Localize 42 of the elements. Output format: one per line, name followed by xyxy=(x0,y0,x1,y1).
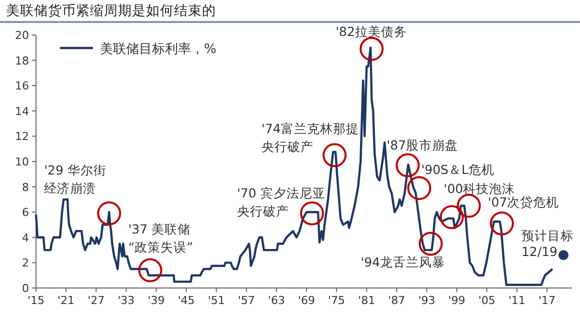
x-tick-label: '87 xyxy=(388,294,406,307)
chart-title: 美联储货币紧缩周期是如何结束的 xyxy=(6,3,216,19)
y-tick-label: 6 xyxy=(22,206,29,220)
y-tick-label: 0 xyxy=(22,282,29,295)
x-tick-label: '75 xyxy=(328,294,346,307)
y-tick-label: 16 xyxy=(15,80,29,93)
annotation: '90S＆L危机 xyxy=(421,162,494,178)
x-tick-label: '11 xyxy=(508,294,526,307)
x-tick-label: '51 xyxy=(208,294,225,307)
x-tick-label: '81 xyxy=(358,294,376,307)
annotation: '87股市崩盘 xyxy=(386,137,458,152)
annotation: '37 美联储“政策失误” xyxy=(128,221,194,254)
annotation: '07次贷危机 xyxy=(488,194,560,210)
x-tick-label: '05 xyxy=(478,294,496,307)
y-tick-label: 2 xyxy=(22,256,29,270)
annotation: '82拉美债务 xyxy=(336,24,407,39)
x-tick-label: '57 xyxy=(238,294,255,307)
y-tick-label: 12 xyxy=(15,130,29,144)
y-tick-label: 8 xyxy=(22,180,29,194)
y-tick-label: 14 xyxy=(15,104,29,118)
annotation: '00科技泡沫 xyxy=(444,180,516,196)
y-tick-label: 4 xyxy=(22,231,29,244)
x-tick-label: '69 xyxy=(298,294,316,307)
x-tick-label: '39 xyxy=(148,294,165,307)
annotation: '94龙舌兰风暴 xyxy=(360,254,446,270)
y-tick-label: 10 xyxy=(15,156,29,168)
x-tick-label: '99 xyxy=(448,294,466,307)
x-tick-label: '33 xyxy=(118,294,135,307)
annotation: 预计目标12/19 xyxy=(521,228,574,260)
x-tick-label: '17 xyxy=(538,294,556,307)
y-tick-label: 18 xyxy=(15,54,29,68)
legend-label: 美联储目标利率，% xyxy=(100,41,216,57)
y-tick-label: 20 xyxy=(15,29,29,42)
x-tick-label: '15 xyxy=(27,294,45,307)
annotation: '74富兰克林那提央行破产 xyxy=(262,121,359,154)
x-tick-label: '63 xyxy=(268,294,285,307)
x-tick-label: '27 xyxy=(88,294,105,307)
annotation: '70 宾夕法尼亚央行破产 xyxy=(237,185,326,218)
x-tick-label: '93 xyxy=(418,294,436,307)
x-tick-label: '45 xyxy=(178,294,195,307)
annotation: '29 华尔街经济崩溃 xyxy=(44,162,106,196)
x-tick-label: '21 xyxy=(58,294,75,307)
